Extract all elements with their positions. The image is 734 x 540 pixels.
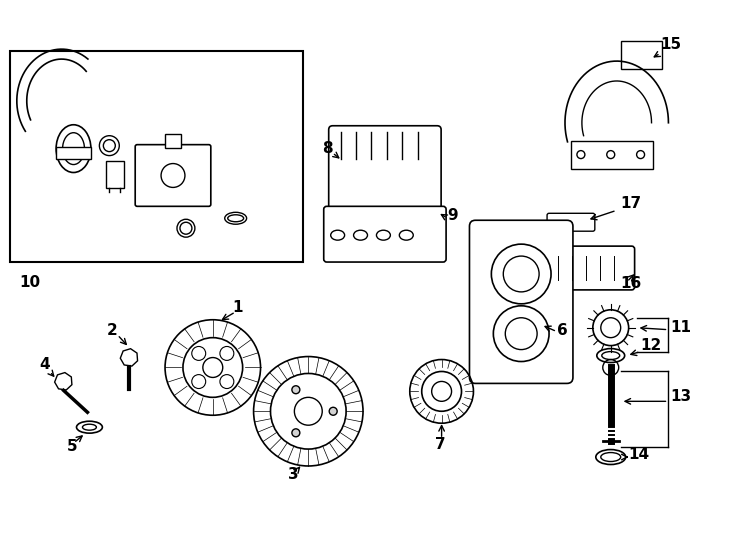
Text: 17: 17 [621,197,642,211]
Text: 3: 3 [288,467,299,482]
FancyBboxPatch shape [135,145,211,206]
Text: 10: 10 [20,275,41,290]
Text: 11: 11 [670,320,691,335]
Text: 7: 7 [435,437,446,452]
Bar [571,140,653,168]
FancyBboxPatch shape [547,213,595,231]
Circle shape [636,151,644,159]
Text: 16: 16 [621,276,642,291]
Text: 12: 12 [641,338,662,353]
Text: 9: 9 [448,208,458,223]
Bar [10,51,303,262]
Text: 4: 4 [40,357,51,373]
Circle shape [292,386,300,394]
Circle shape [577,151,585,159]
FancyBboxPatch shape [324,206,446,262]
Circle shape [292,429,300,437]
Bar [621,41,663,69]
Text: 1: 1 [233,300,243,315]
Bar [165,134,181,147]
Text: 2: 2 [106,323,117,338]
FancyBboxPatch shape [329,126,441,211]
Text: 14: 14 [628,447,650,462]
Bar [56,147,92,159]
Circle shape [607,151,614,159]
Polygon shape [54,373,72,390]
Text: 13: 13 [670,389,691,404]
Text: 5: 5 [67,439,77,454]
Circle shape [220,347,234,360]
Text: 15: 15 [661,37,682,52]
Circle shape [220,375,234,388]
Text: 6: 6 [557,323,568,338]
FancyBboxPatch shape [547,246,635,290]
Polygon shape [120,349,137,366]
Circle shape [192,375,206,388]
FancyBboxPatch shape [470,220,573,383]
Circle shape [329,407,337,415]
Circle shape [192,347,206,360]
Text: 8: 8 [322,140,333,156]
Bar [106,160,124,188]
